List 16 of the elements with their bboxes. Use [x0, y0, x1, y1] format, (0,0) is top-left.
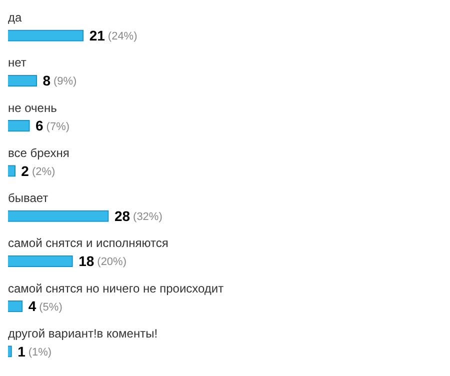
y-tick-label: не очень — [8, 100, 57, 115]
y-tick-label: все брехня — [8, 146, 70, 160]
data-label: 8 (9%) — [42, 72, 77, 89]
data-label: 6 (7%) — [36, 118, 70, 134]
y-tick-label: бывает — [8, 191, 49, 206]
data-label: 4 (5%) — [28, 298, 62, 314]
y-tick-label: да — [8, 10, 22, 25]
y-tick-label: самой снятся но ничего не происходит — [8, 281, 224, 296]
y-tick-label: другой вариант!в коменты! — [8, 326, 158, 340]
data-label: 2 (2%) — [21, 162, 56, 179]
data-label: 28 (32%) — [114, 208, 162, 224]
data-label: 18 (20%) — [78, 253, 126, 270]
y-tick-label: самой снятся и исполняются — [8, 236, 168, 250]
y-tick-label: нет — [8, 56, 27, 70]
data-label: 21 (24%) — [89, 27, 138, 44]
data-label: 1 (1%) — [18, 343, 52, 360]
